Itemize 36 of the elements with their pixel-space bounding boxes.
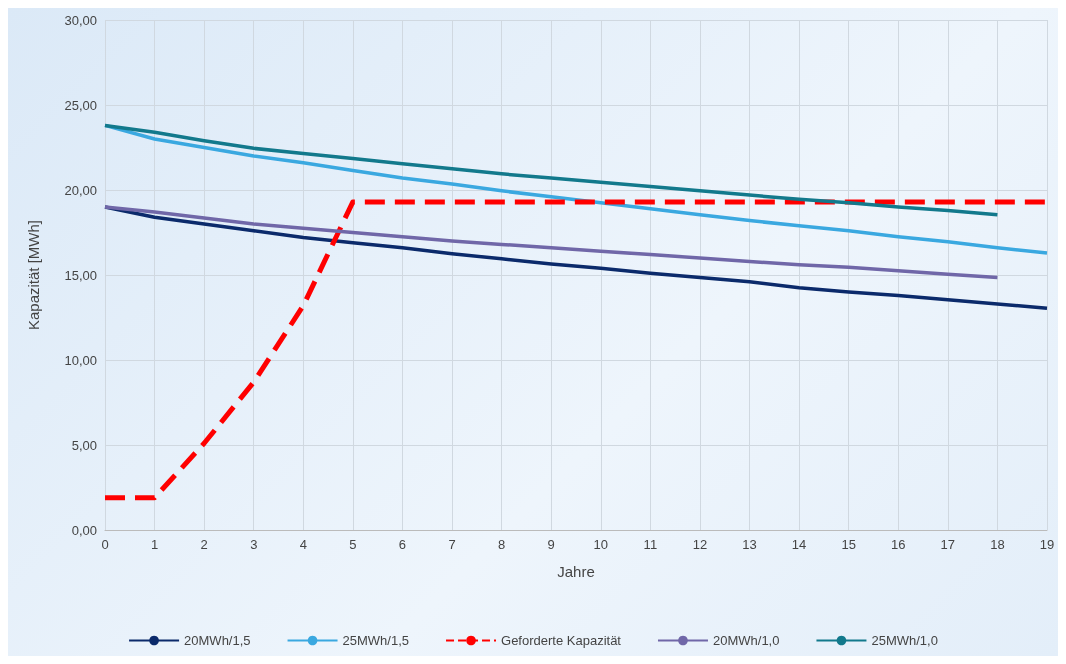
x-tick-label: 14 bbox=[791, 537, 807, 552]
x-axis-title: Jahre bbox=[557, 563, 595, 580]
y-tick-label: 15,00 bbox=[64, 267, 97, 283]
y-tick-label: 30,00 bbox=[64, 12, 97, 28]
legend-label: Geforderte Kapazität bbox=[501, 633, 622, 648]
x-tick-label: 2 bbox=[200, 537, 208, 552]
y-tick-label: 10,00 bbox=[64, 352, 97, 368]
x-tick-label: 8 bbox=[498, 537, 506, 552]
x-tick-label: 0 bbox=[101, 537, 109, 552]
x-tick-label: 6 bbox=[398, 537, 407, 552]
x-tick-label: 12 bbox=[692, 537, 708, 552]
y-tick-label: 25,00 bbox=[64, 97, 97, 113]
x-tick-label: 1 bbox=[150, 537, 159, 552]
line-series bbox=[103, 123, 1000, 217]
x-tick-label: 19 bbox=[1039, 537, 1055, 552]
x-tick-label: 7 bbox=[448, 537, 456, 552]
legend-label: 20MWh/1,5 bbox=[184, 633, 251, 648]
x-tick-label: 3 bbox=[250, 537, 258, 552]
y-tick-label: 5,00 bbox=[71, 437, 97, 453]
x-tick-label: 11 bbox=[643, 537, 658, 552]
legend-label: 25MWh/1,0 bbox=[871, 633, 938, 648]
x-tick-label: 4 bbox=[299, 537, 307, 552]
x-tick-label: 18 bbox=[990, 537, 1005, 552]
x-tick-label: 15 bbox=[841, 537, 856, 552]
legend-label: 25MWh/1,5 bbox=[342, 633, 410, 648]
x-tick-label: 16 bbox=[891, 537, 906, 552]
y-axis-title: Kapazität [MWh] bbox=[25, 219, 42, 331]
x-tick-label: 5 bbox=[349, 537, 357, 552]
x-tick-label: 17 bbox=[940, 537, 956, 552]
x-tick-label: 9 bbox=[547, 537, 555, 552]
line-series bbox=[103, 205, 1000, 280]
legend-label: 20MWh/1,0 bbox=[712, 633, 780, 648]
x-tick-label: 10 bbox=[593, 537, 609, 552]
y-tick-label: 0,00 bbox=[71, 522, 97, 538]
y-tick-label: 20,00 bbox=[64, 182, 97, 198]
x-tick-label: 13 bbox=[742, 537, 757, 552]
